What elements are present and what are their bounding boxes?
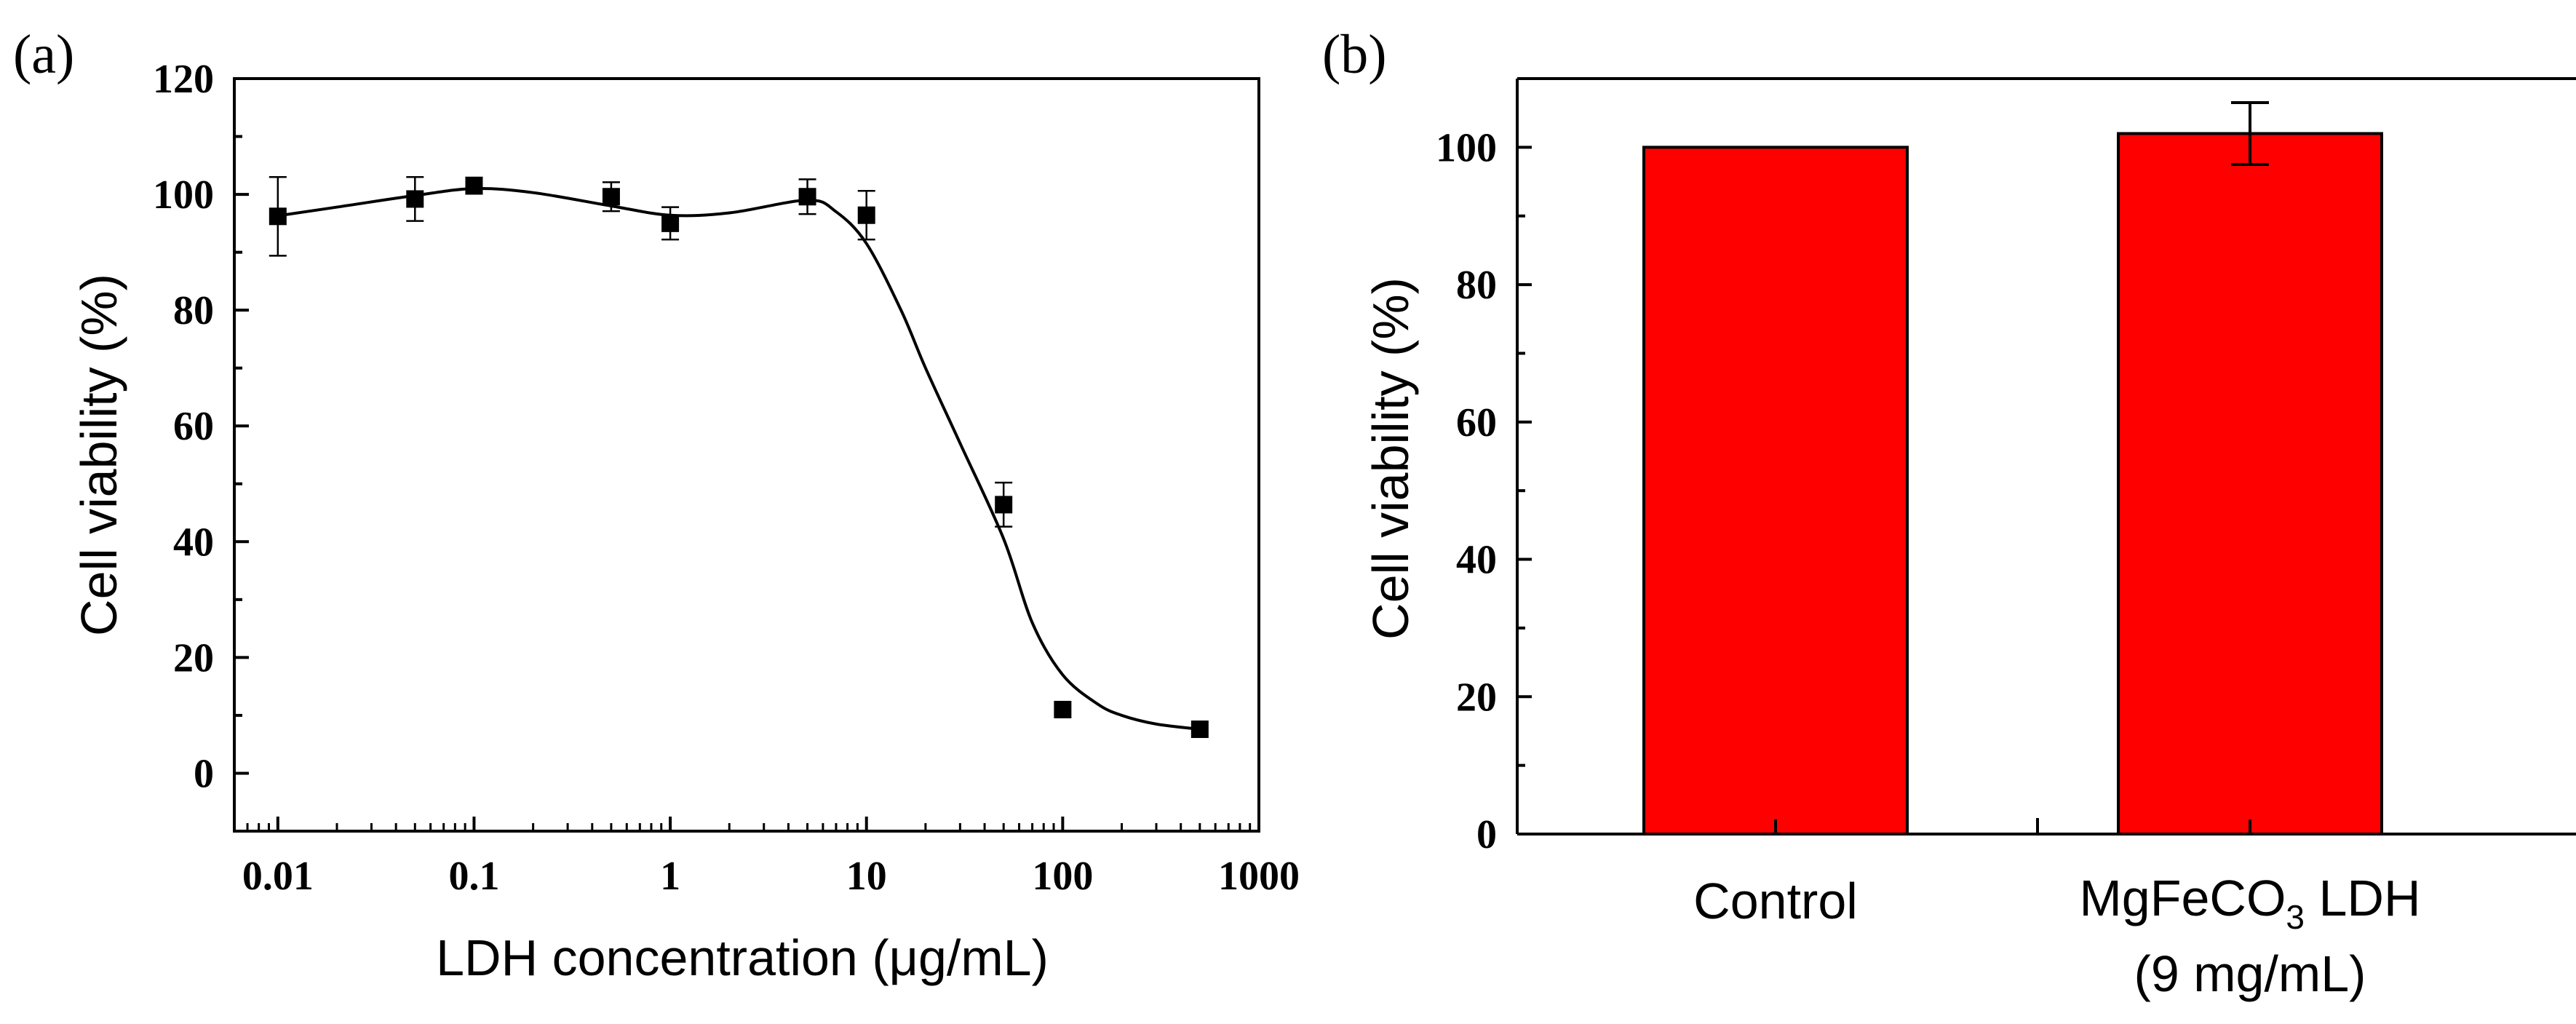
panel-b: (b) 0 20 40 60 80 100 Cell viability (%) Cont… (1322, 24, 2576, 1002)
x-tick-label-a: 10 (846, 854, 887, 899)
category-label-ldh-sub: 3 (2286, 898, 2305, 936)
category-label-ldh: MgFeCO3 LDH (2079, 870, 2420, 936)
y-tick-label-b: 60 (1456, 400, 1497, 445)
data-point (406, 190, 424, 208)
panel-b-label: (b) (1322, 24, 1387, 85)
panel-a: (a) 0 20 40 60 80 100 120 0.01 0.1 1 10 100 1000 Ce… (13, 24, 1300, 986)
x-axis-title-a: LDH concentration (μg/mL) (436, 929, 1049, 986)
data-point (995, 496, 1013, 514)
category-label-ldh-tail: LDH (2305, 870, 2420, 926)
data-point (269, 207, 287, 226)
y-tick-label-a: 120 (153, 57, 214, 102)
bar (1642, 146, 1909, 836)
y-tick-label-a: 40 (173, 520, 214, 565)
y-tick-label-a: 20 (173, 635, 214, 680)
y-axis-title-b: Cell viability (%) (1362, 277, 1419, 640)
bars (1642, 101, 2383, 836)
plot-frame-a (233, 77, 1260, 833)
data-point (857, 206, 875, 224)
y-tick-label-b: 40 (1456, 538, 1497, 583)
data-point (465, 177, 483, 195)
data-point (661, 214, 680, 232)
y-tick-label-a: 100 (153, 172, 214, 218)
y-tick-label-b: 80 (1456, 263, 1497, 308)
a-y-axis: 0 20 40 60 80 100 120 (153, 57, 249, 833)
x-tick-label-a: 1 (660, 854, 680, 899)
a-x-axis: 0.01 0.1 1 10 100 1000 (233, 817, 1300, 899)
data-point (798, 188, 816, 206)
category-label-ldh-main: MgFeCO (2079, 870, 2286, 926)
fit-curve (277, 187, 1201, 731)
category-label-ldh-line2: (9 mg/mL) (2134, 945, 2366, 1002)
y-axis-title-a: Cell viability (%) (71, 274, 127, 636)
x-tick-label-a: 1000 (1218, 854, 1300, 899)
x-tick-label-a: 100 (1032, 854, 1093, 899)
data-point (602, 188, 620, 206)
y-tick-label-b: 20 (1456, 675, 1497, 720)
y-tick-label-a: 0 (194, 751, 214, 796)
category-label-control: Control (1693, 873, 1858, 929)
y-tick-label-b: 0 (1476, 812, 1497, 857)
y-tick-label-a: 80 (173, 288, 214, 333)
y-tick-label-b: 100 (1436, 125, 1497, 170)
panel-a-label: (a) (13, 24, 74, 85)
bar (2117, 132, 2383, 836)
x-tick-label-a: 0.01 (242, 854, 314, 899)
x-tick-label-a: 0.1 (448, 854, 499, 899)
y-tick-label-a: 60 (173, 404, 214, 449)
data-point (1054, 700, 1072, 718)
data-points (269, 175, 1209, 739)
data-point (1190, 721, 1209, 739)
